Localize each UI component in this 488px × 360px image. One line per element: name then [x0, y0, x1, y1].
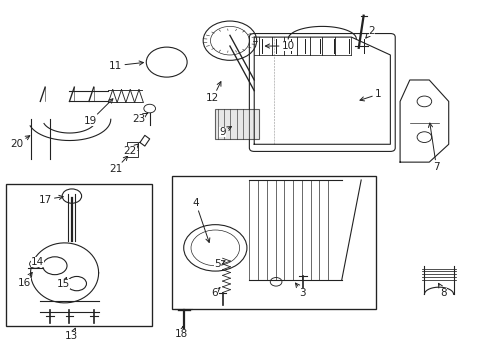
Bar — [215, 109, 259, 139]
Text: 10: 10 — [265, 41, 294, 51]
Text: 12: 12 — [206, 82, 221, 103]
Text: 16: 16 — [18, 273, 32, 288]
Text: 2: 2 — [365, 26, 374, 38]
Text: 6: 6 — [211, 288, 220, 297]
Text: 3: 3 — [295, 283, 305, 297]
Text: 5: 5 — [214, 259, 224, 269]
Text: 1: 1 — [359, 89, 381, 101]
Text: 23: 23 — [132, 113, 147, 123]
Text: 4: 4 — [192, 198, 209, 242]
Text: 15: 15 — [57, 278, 70, 289]
Text: 11: 11 — [109, 61, 143, 71]
Text: 18: 18 — [174, 327, 187, 339]
Bar — [171, 176, 375, 309]
FancyBboxPatch shape — [249, 33, 394, 152]
Text: 20: 20 — [10, 136, 30, 149]
Text: 7: 7 — [427, 123, 439, 172]
Text: 13: 13 — [65, 328, 79, 342]
Bar — [126, 143, 137, 157]
Text: 8: 8 — [438, 283, 446, 297]
Text: 22: 22 — [123, 144, 138, 157]
Text: 14: 14 — [31, 257, 44, 267]
Text: 19: 19 — [83, 99, 113, 126]
Text: 21: 21 — [109, 156, 127, 174]
Text: 17: 17 — [39, 195, 63, 204]
Text: 9: 9 — [219, 127, 231, 137]
Bar — [6, 184, 152, 327]
